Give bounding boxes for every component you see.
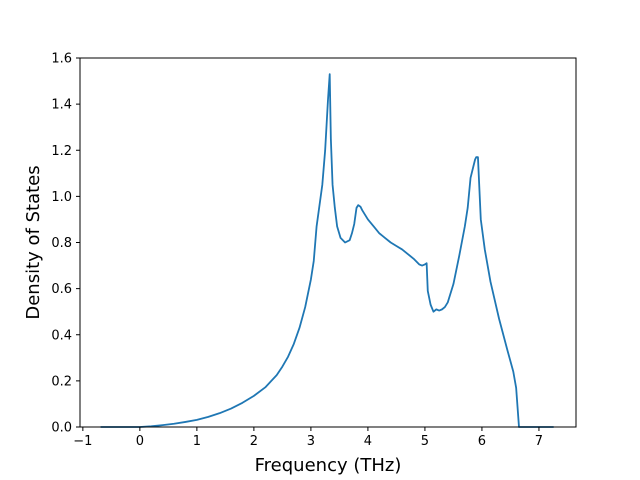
plot-area bbox=[80, 58, 576, 427]
x-tick-label: −1 bbox=[73, 434, 92, 449]
y-tick-label: 1.4 bbox=[51, 98, 72, 113]
y-axis-label: Density of States bbox=[23, 165, 44, 319]
y-tick-label: 0.0 bbox=[51, 421, 72, 436]
series-layer bbox=[100, 73, 555, 428]
dos-series-line bbox=[100, 73, 555, 428]
x-tick-label: 0 bbox=[136, 434, 144, 449]
x-tick-label: 2 bbox=[250, 434, 258, 449]
x-tick-label: 5 bbox=[421, 434, 429, 449]
x-tick-label: 7 bbox=[535, 434, 543, 449]
y-ticks: 0.0 0.2 0.4 0.6 0.8 1.0 1.2 1.4 1.6 bbox=[51, 52, 80, 436]
y-tick-label: 0.2 bbox=[51, 374, 72, 389]
x-tick-label: 3 bbox=[307, 434, 315, 449]
y-tick-label: 1.6 bbox=[51, 52, 72, 67]
x-axis-label: Frequency (THz) bbox=[255, 455, 402, 476]
x-tick-label: 6 bbox=[478, 434, 486, 449]
y-tick-label: 0.4 bbox=[51, 328, 72, 343]
x-tick-label: 1 bbox=[193, 434, 201, 449]
y-tick-label: 1.0 bbox=[51, 190, 72, 205]
x-ticks: −1 0 1 2 3 4 5 6 7 bbox=[73, 427, 543, 449]
x-tick-label: 4 bbox=[364, 434, 372, 449]
y-tick-label: 0.6 bbox=[51, 282, 72, 297]
y-tick-label: 0.8 bbox=[51, 236, 72, 251]
y-tick-label: 1.2 bbox=[51, 144, 72, 159]
